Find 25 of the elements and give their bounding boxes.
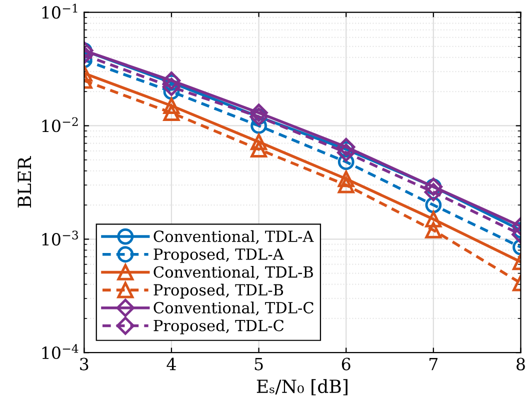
x-tick-label: 3: [80, 358, 88, 370]
x-tick-label: 8: [516, 358, 525, 370]
legend-label: Proposed, TDL-A: [154, 248, 284, 263]
x-tick-label: 7: [430, 358, 438, 370]
point: [338, 170, 354, 188]
legend-label: Conventional, TDL-A: [154, 230, 314, 244]
y-axis-title: BLER: [18, 156, 31, 208]
point: [337, 143, 356, 162]
y-tick-label: 10$^{−3}$: [42, 230, 78, 246]
x-tick-label: 6: [342, 358, 350, 370]
legend-label: Proposed, TDL-C: [154, 319, 284, 334]
point: [250, 134, 267, 150]
x-tick-label: 4: [166, 358, 176, 370]
point: [338, 176, 354, 194]
y-tick-label: 10$^{−1}$: [42, 4, 78, 19]
legend-label: Proposed, TDL-B: [154, 284, 284, 299]
legend-label: Conventional, TDL-C: [154, 302, 314, 316]
y-tick-label: 10$^{−4}$: [42, 344, 78, 360]
point: [337, 138, 356, 156]
point: [250, 104, 268, 122]
x-axis-title: Eₛ/N₀ [dB]: [256, 379, 348, 396]
legend-label: Conventional, TDL-B: [154, 266, 313, 280]
x-tick-label: 5: [254, 358, 263, 370]
point: [250, 141, 267, 158]
y-tick-label: 10$^{−2}$: [42, 117, 78, 132]
